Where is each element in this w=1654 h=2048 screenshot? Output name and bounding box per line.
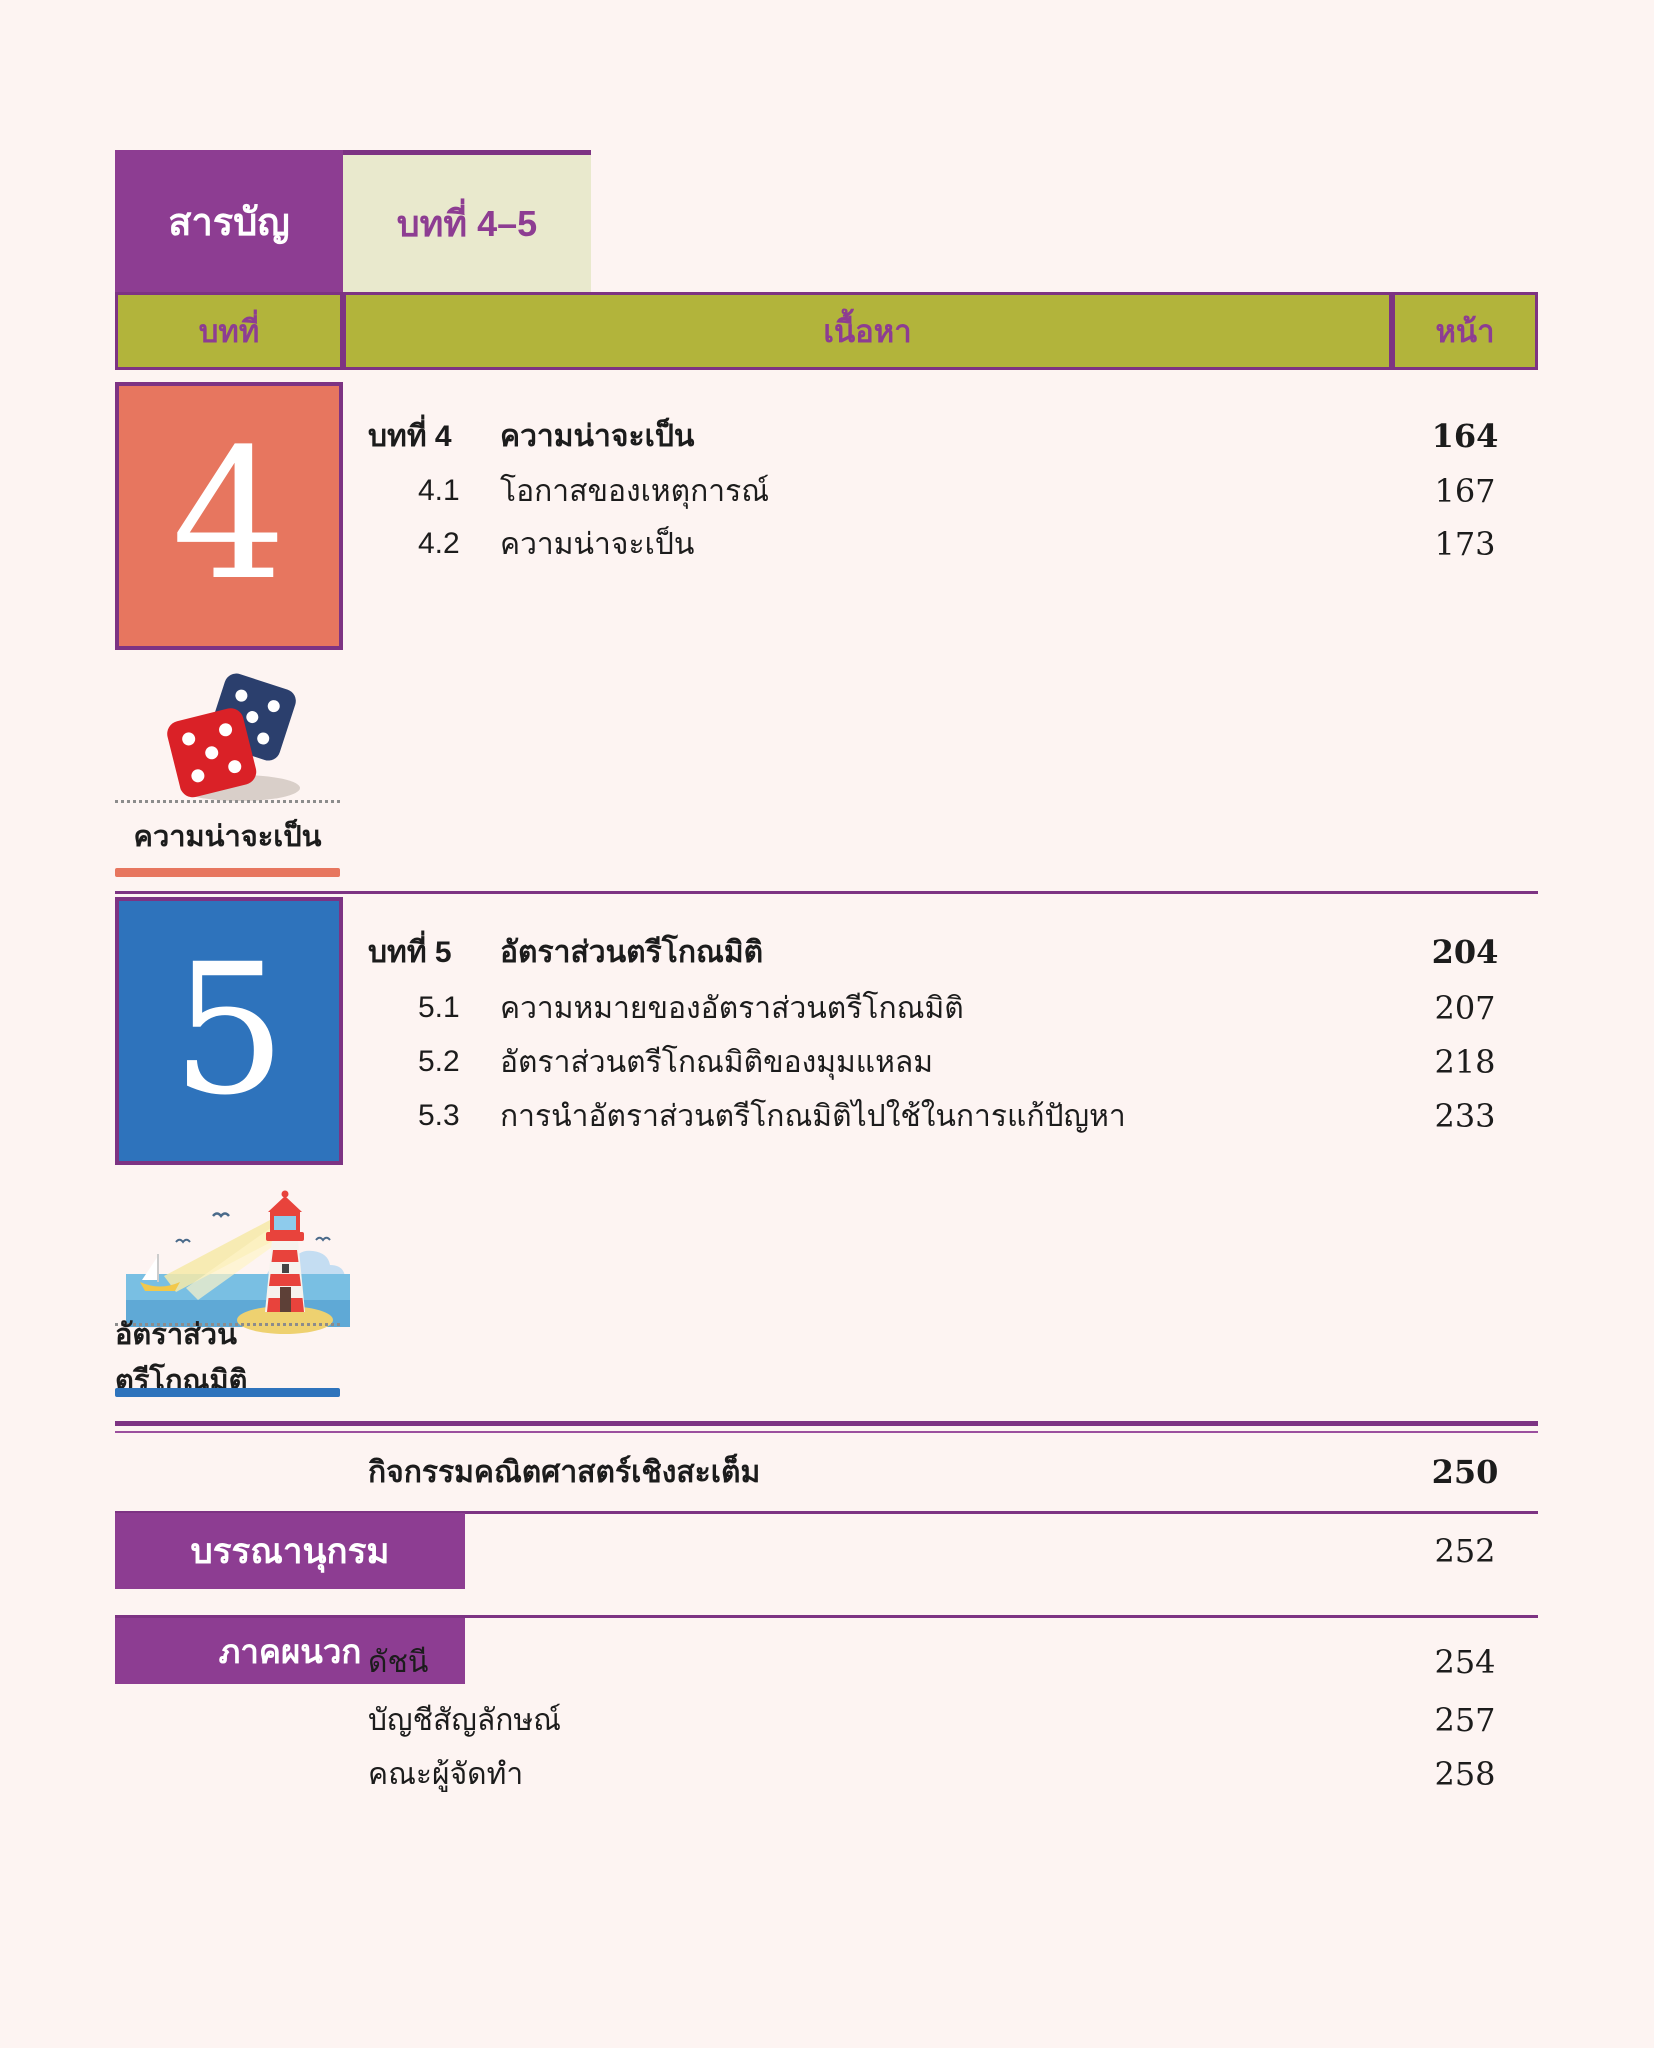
appendix-item-title: ดัชนี	[368, 1645, 429, 1679]
chapter5-prefix: บทที่ 5	[368, 935, 452, 969]
toc-row-4-2: 4.2 ความน่าจะเป็น 173	[368, 522, 1538, 566]
toc-row-stem-activity: กิจกรรมคณิตศาสตร์เชิงสะเต็ม 250	[368, 1450, 1538, 1494]
section-title: อัตราส่วนตรีโกณมิติของมุมแหลม	[500, 1045, 934, 1079]
section-number: 4.1	[418, 474, 460, 507]
section-page: 173	[1434, 525, 1496, 563]
section-number: 5.1	[418, 991, 460, 1024]
toc-row-5-3: 5.3 การนำอัตราส่วนตรีโกณมิติไปใช้ในการแก…	[368, 1094, 1538, 1138]
section-page: 233	[1434, 1097, 1496, 1135]
section-number: 5.2	[418, 1045, 460, 1078]
appendix-item-page: 254	[1434, 1643, 1496, 1681]
section-title: ความหมายของอัตราส่วนตรีโกณมิติ	[500, 991, 964, 1025]
section-page: 167	[1434, 472, 1496, 510]
chapter5-caption: อัตราส่วนตรีโกณมิติ	[115, 1319, 248, 1397]
column-header-chapter: บทที่	[115, 292, 343, 370]
stem-activity-title: กิจกรรมคณิตศาสตร์เชิงสะเต็ม	[368, 1455, 761, 1489]
bibliography-page: 252	[1434, 1532, 1496, 1570]
section-title: ความน่าจะเป็น	[500, 527, 695, 561]
double-rule-thin	[115, 1431, 1538, 1433]
appendix-item-title: บัญชีสัญลักษณ์	[368, 1703, 561, 1737]
stem-activity-page: 250	[1431, 1453, 1499, 1491]
chapter4-number-box: 4	[115, 382, 343, 650]
section-title: โอกาสของเหตุการณ์	[500, 474, 770, 508]
chapter4-caption: ความน่าจะเป็น	[133, 821, 322, 853]
toc-row-symbols: บัญชีสัญลักษณ์ 257	[368, 1698, 1538, 1742]
appendix-item-title: คณะผู้จัดทำ	[368, 1757, 524, 1791]
toc-row-chapter4: บทที่ 4 ความน่าจะเป็น 164	[368, 414, 1538, 458]
section-page: 207	[1434, 989, 1496, 1027]
double-rule-thick	[115, 1421, 1538, 1426]
bibliography-title: บรรณานุกรม	[190, 1531, 390, 1571]
chapter4-number: 4	[171, 411, 287, 620]
chapter4-prefix: บทที่ 4	[368, 419, 452, 453]
chapter4-page: 164	[1431, 417, 1499, 455]
section-page: 218	[1434, 1043, 1496, 1081]
column-header-page: หน้า	[1392, 292, 1538, 370]
appendix-title: ภาคผนวก	[218, 1632, 362, 1670]
section-number: 5.3	[418, 1099, 460, 1132]
toc-row-4-1: 4.1 โอกาสของเหตุการณ์ 167	[368, 469, 1538, 513]
dice-icon	[135, 658, 320, 803]
bibliography-rule	[115, 1511, 1538, 1514]
toc-row-team: คณะผู้จัดทำ 258	[368, 1752, 1538, 1796]
chapter-range-box: บทที่ 4–5	[343, 150, 591, 292]
appendix-item-page: 258	[1434, 1755, 1496, 1793]
appendix-rule	[115, 1615, 1538, 1618]
chapter4-accent-bar	[115, 868, 340, 877]
toc-title-box: สารบัญ	[115, 150, 343, 292]
chapter-range: บทที่ 4–5	[396, 203, 538, 244]
toc-row-chapter5: บทที่ 5 อัตราส่วนตรีโกณมิติ 204	[368, 930, 1538, 974]
chapter5-page: 204	[1431, 933, 1499, 971]
chapter5-number: 5	[171, 926, 287, 1135]
section-number: 4.2	[418, 527, 460, 560]
toc-row-index: ดัชนี 254	[368, 1640, 1538, 1684]
toc-title: สารบัญ	[168, 201, 290, 244]
column-header-content: เนื้อหา	[343, 292, 1392, 370]
dotted-divider	[115, 1323, 340, 1326]
chapter4-title: ความน่าจะเป็น	[500, 419, 695, 453]
toc-row-5-1: 5.1 ความหมายของอัตราส่วนตรีโกณมิติ 207	[368, 986, 1538, 1030]
chapter5-number-box: 5	[115, 897, 343, 1165]
bibliography-band: บรรณานุกรม	[115, 1513, 465, 1589]
chapter5-accent-bar	[115, 1388, 340, 1397]
section-divider	[115, 891, 1538, 894]
dotted-divider	[115, 800, 340, 803]
lighthouse-icon	[118, 1180, 358, 1340]
toc-row-5-2: 5.2 อัตราส่วนตรีโกณมิติของมุมแหลม 218	[368, 1040, 1538, 1084]
section-title: การนำอัตราส่วนตรีโกณมิติไปใช้ในการแก้ปัญ…	[500, 1099, 1126, 1133]
appendix-band: ภาคผนวก	[115, 1618, 465, 1684]
chapter5-title: อัตราส่วนตรีโกณมิติ	[500, 935, 764, 969]
appendix-item-page: 257	[1434, 1701, 1496, 1739]
